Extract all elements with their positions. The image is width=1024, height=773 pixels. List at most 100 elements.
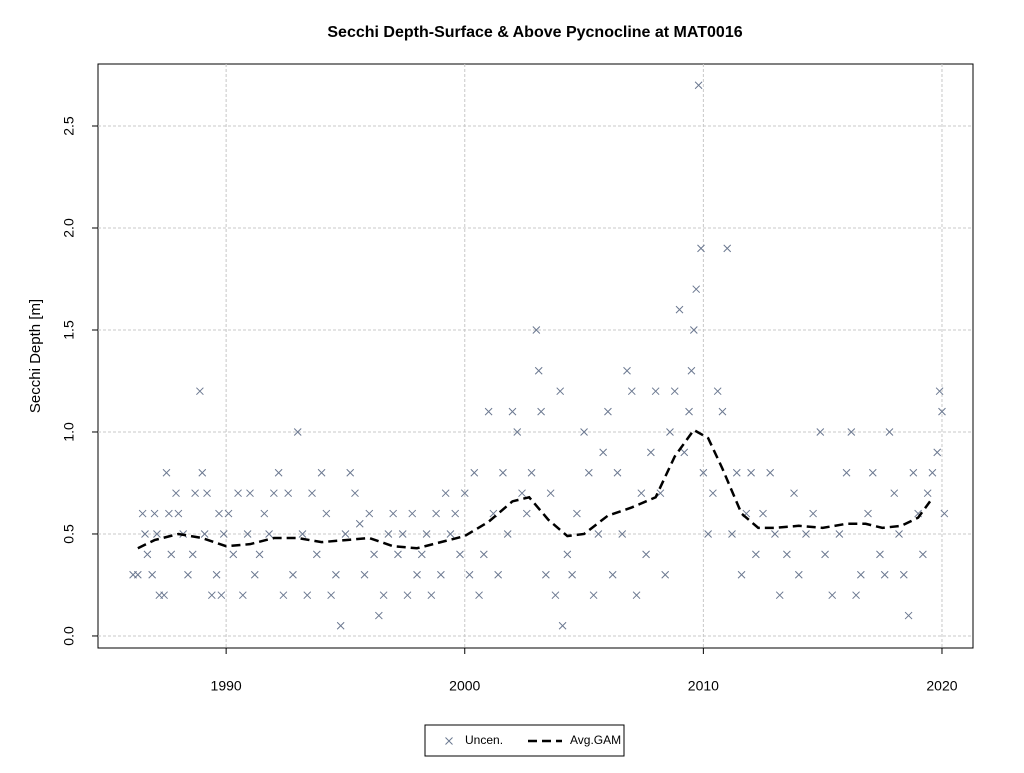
data-point: [580, 428, 588, 436]
data-point: [494, 570, 503, 579]
data-point: [909, 468, 918, 477]
x-tick-label: 2000: [449, 678, 480, 694]
data-point: [153, 530, 161, 538]
data-point: [513, 428, 522, 436]
data-point: [394, 550, 402, 559]
data-point: [685, 407, 693, 416]
data-point: [322, 509, 331, 518]
data-point: [446, 530, 455, 538]
data-point: [327, 591, 335, 600]
data-point: [852, 591, 860, 600]
data-point: [666, 428, 674, 436]
data-point: [618, 530, 627, 538]
data-point: [279, 591, 288, 600]
data-point: [835, 530, 844, 538]
data-point: [828, 591, 837, 600]
data-point: [341, 530, 350, 538]
data-point: [704, 530, 712, 538]
data-point: [938, 407, 946, 416]
data-point: [332, 570, 340, 579]
data-point: [766, 468, 775, 477]
data-point: [876, 550, 884, 559]
data-point: [317, 468, 326, 477]
legend-box: [424, 724, 625, 757]
data-point: [503, 530, 512, 538]
data-point: [718, 407, 727, 416]
data-point: [229, 550, 238, 559]
data-point: [783, 550, 791, 559]
data-point: [270, 489, 278, 498]
data-point: [141, 530, 149, 538]
data-point: [527, 468, 536, 477]
y-tick-label: 1.0: [61, 422, 77, 442]
data-point: [389, 509, 398, 518]
data-point: [138, 509, 147, 518]
data-point: [899, 570, 908, 579]
data-point: [413, 570, 421, 579]
data-point: [847, 428, 856, 436]
x-tick-label: 2020: [926, 678, 957, 694]
data-point: [470, 468, 479, 477]
data-point: [265, 530, 273, 538]
data-point: [456, 550, 464, 559]
data-point: [336, 621, 345, 630]
data-point: [651, 387, 660, 396]
data-point: [184, 570, 192, 579]
data-point: [365, 509, 374, 518]
data-point: [150, 509, 159, 518]
data-point: [594, 530, 603, 538]
data-point: [556, 387, 565, 396]
x-tick-label: 1990: [211, 678, 242, 694]
data-point: [608, 570, 617, 579]
data-point: [203, 489, 211, 498]
legend-label: Uncen.: [465, 733, 503, 747]
plot-frame: [97, 63, 974, 649]
data-point: [656, 489, 665, 498]
data-point: [308, 489, 316, 498]
data-point: [632, 591, 641, 600]
data-point: [940, 509, 949, 518]
data-point: [534, 366, 543, 375]
data-point: [558, 621, 567, 630]
data-point: [289, 570, 297, 579]
data-point: [599, 448, 608, 457]
data-point: [661, 570, 670, 579]
legend-label: Avg.GAM: [570, 733, 621, 747]
data-point: [384, 530, 393, 538]
data-point: [172, 489, 180, 498]
data-point: [794, 570, 803, 579]
data-point: [165, 509, 173, 518]
data-point: [880, 570, 889, 579]
data-point: [398, 530, 407, 538]
data-point: [437, 570, 445, 579]
data-point: [647, 448, 655, 457]
data-point: [260, 509, 269, 518]
data-point: [816, 428, 825, 436]
data-point: [355, 519, 364, 528]
data-point: [687, 366, 696, 375]
data-point: [613, 468, 622, 477]
data-point: [374, 611, 383, 620]
data-point: [346, 468, 355, 477]
y-tick-label: 0.0: [61, 626, 77, 646]
data-point: [518, 489, 526, 498]
data-point: [935, 387, 944, 396]
data-point: [694, 81, 703, 90]
data-point: [303, 591, 312, 600]
data-point: [174, 509, 183, 518]
data-point: [148, 570, 157, 579]
data-point: [143, 550, 152, 559]
data-point: [451, 509, 460, 518]
data-point: [546, 489, 555, 498]
data-point: [923, 489, 932, 498]
data-point: [351, 489, 359, 498]
data-point: [637, 489, 646, 498]
chart-title: Secchi Depth-Surface & Above Pycnocline …: [327, 24, 742, 41]
data-point: [692, 285, 701, 294]
data-point: [709, 489, 717, 498]
data-point: [475, 591, 483, 600]
data-point: [167, 550, 176, 559]
data-point: [198, 468, 207, 477]
data-point: [642, 550, 650, 559]
